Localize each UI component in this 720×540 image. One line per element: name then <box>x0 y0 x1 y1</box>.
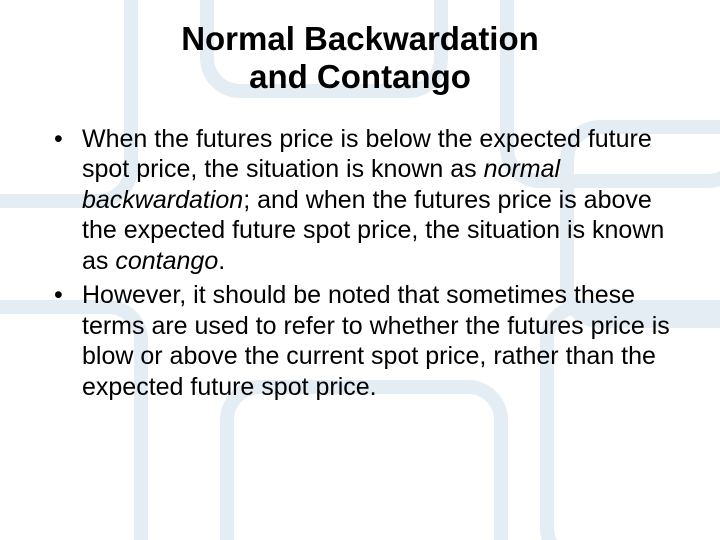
bullet-text: . <box>218 247 225 275</box>
bullet-item: However, it should be noted that sometim… <box>54 280 678 402</box>
bullet-text: However, it should be noted that sometim… <box>82 281 670 401</box>
bullet-item: When the futures price is below the expe… <box>54 124 678 277</box>
title-line-1: Normal Backwardation <box>181 20 539 57</box>
title-line-2: and Contango <box>249 58 471 95</box>
slide-content: Normal Backwardation and Contango When t… <box>0 0 720 402</box>
bullet-emphasis: contango <box>115 247 218 275</box>
bullet-list: When the futures price is below the expe… <box>30 124 690 403</box>
slide-title: Normal Backwardation and Contango <box>30 20 690 96</box>
bullet-text: When the futures price is below the expe… <box>82 125 652 184</box>
